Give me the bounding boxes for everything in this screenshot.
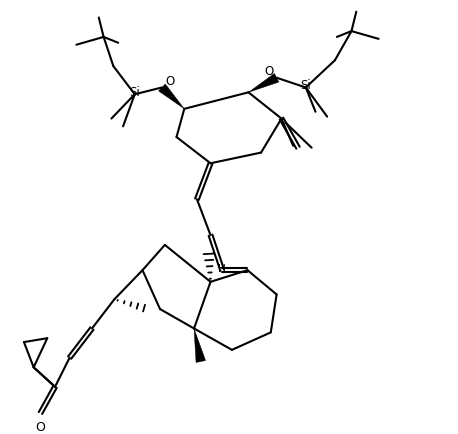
Polygon shape [194, 329, 206, 362]
Polygon shape [248, 73, 279, 92]
Text: H: H [218, 264, 226, 274]
Text: O: O [165, 75, 174, 88]
Text: O: O [264, 66, 273, 79]
Polygon shape [158, 84, 184, 109]
Text: Si: Si [129, 86, 140, 99]
Text: Si: Si [300, 79, 311, 92]
Text: O: O [36, 421, 45, 434]
